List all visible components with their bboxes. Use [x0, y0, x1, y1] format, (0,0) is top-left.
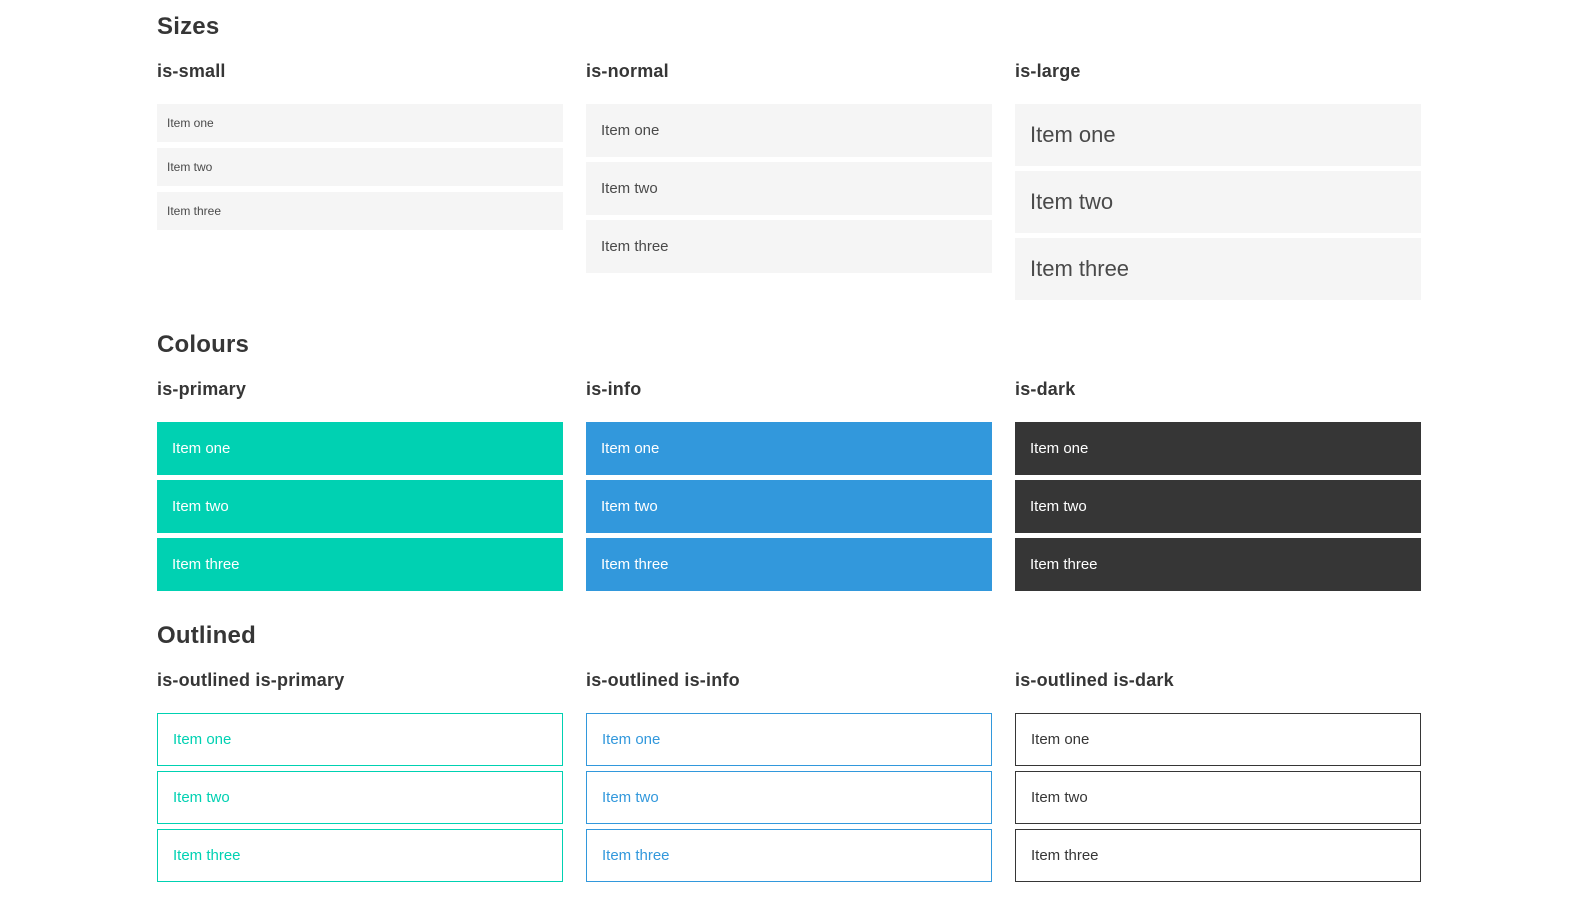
list-item: Item one [586, 104, 992, 157]
list: Item one Item two Item three [586, 104, 992, 273]
list-item: Item three [586, 220, 992, 273]
variant-column-is-normal: is-normal Item one Item two Item three [586, 61, 992, 300]
variant-column-is-large: is-large Item one Item two Item three [1015, 61, 1421, 300]
list-item: Item one [586, 422, 992, 475]
section-title: Outlined [157, 622, 256, 649]
columns-row: is-primary Item one Item two Item three … [157, 379, 1421, 591]
variant-label: is-dark [1015, 379, 1076, 399]
variant-label: is-normal [586, 61, 669, 81]
list-item: Item two [157, 480, 563, 533]
variant-column-is-outlined-is-primary: is-outlined is-primary Item one Item two… [157, 670, 563, 882]
columns-row: is-small Item one Item two Item three is… [157, 61, 1421, 300]
list-item: Item two [586, 480, 992, 533]
list-item: Item two [1015, 480, 1421, 533]
section-sizes: Sizes is-small Item one Item two Item th… [157, 13, 1421, 300]
list-item: Item two [1015, 771, 1421, 824]
variant-label: is-outlined is-primary [157, 670, 345, 690]
content-container: Sizes is-small Item one Item two Item th… [157, 0, 1421, 882]
columns-row: is-outlined is-primary Item one Item two… [157, 670, 1421, 882]
section-colours: Colours is-primary Item one Item two Ite… [157, 331, 1421, 591]
list: Item one Item two Item three [157, 104, 563, 230]
list-item: Item three [157, 192, 563, 230]
list: Item one Item two Item three [1015, 104, 1421, 300]
list-item: Item three [157, 829, 563, 882]
list-item: Item one [157, 104, 563, 142]
list: Item one Item two Item three [157, 713, 563, 882]
variant-label: is-info [586, 379, 642, 399]
list-item: Item two [1015, 171, 1421, 233]
list: Item one Item two Item three [586, 713, 992, 882]
list-item: Item two [157, 148, 563, 186]
variant-label: is-large [1015, 61, 1081, 81]
section-title: Colours [157, 331, 250, 358]
list-item: Item three [157, 538, 563, 591]
list: Item one Item two Item three [586, 422, 992, 591]
variant-column-is-info: is-info Item one Item two Item three [586, 379, 992, 591]
variant-label: is-small [157, 61, 226, 81]
variant-label: is-primary [157, 379, 247, 399]
variant-column-is-primary: is-primary Item one Item two Item three [157, 379, 563, 591]
variant-column-is-outlined-is-info: is-outlined is-info Item one Item two It… [586, 670, 992, 882]
list-item: Item one [586, 713, 992, 766]
list: Item one Item two Item three [157, 422, 563, 591]
list-item: Item three [1015, 238, 1421, 300]
variant-column-is-small: is-small Item one Item two Item three [157, 61, 563, 300]
list-item: Item two [586, 162, 992, 215]
list-item: Item three [1015, 829, 1421, 882]
list-item: Item two [157, 771, 563, 824]
list-item: Item three [586, 829, 992, 882]
variant-label: is-outlined is-dark [1015, 670, 1174, 690]
list-item: Item one [1015, 713, 1421, 766]
list-item: Item two [586, 771, 992, 824]
variant-column-is-dark: is-dark Item one Item two Item three [1015, 379, 1421, 591]
list-item: Item three [1015, 538, 1421, 591]
section-title: Sizes [157, 13, 220, 40]
list-item: Item one [157, 422, 563, 475]
list-item: Item one [157, 713, 563, 766]
variant-column-is-outlined-is-dark: is-outlined is-dark Item one Item two It… [1015, 670, 1421, 882]
list: Item one Item two Item three [1015, 422, 1421, 591]
list: Item one Item two Item three [1015, 713, 1421, 882]
list-item: Item three [586, 538, 992, 591]
list-item: Item one [1015, 422, 1421, 475]
section-outlined: Outlined is-outlined is-primary Item one… [157, 622, 1421, 882]
list-item: Item one [1015, 104, 1421, 166]
variant-label: is-outlined is-info [586, 670, 740, 690]
